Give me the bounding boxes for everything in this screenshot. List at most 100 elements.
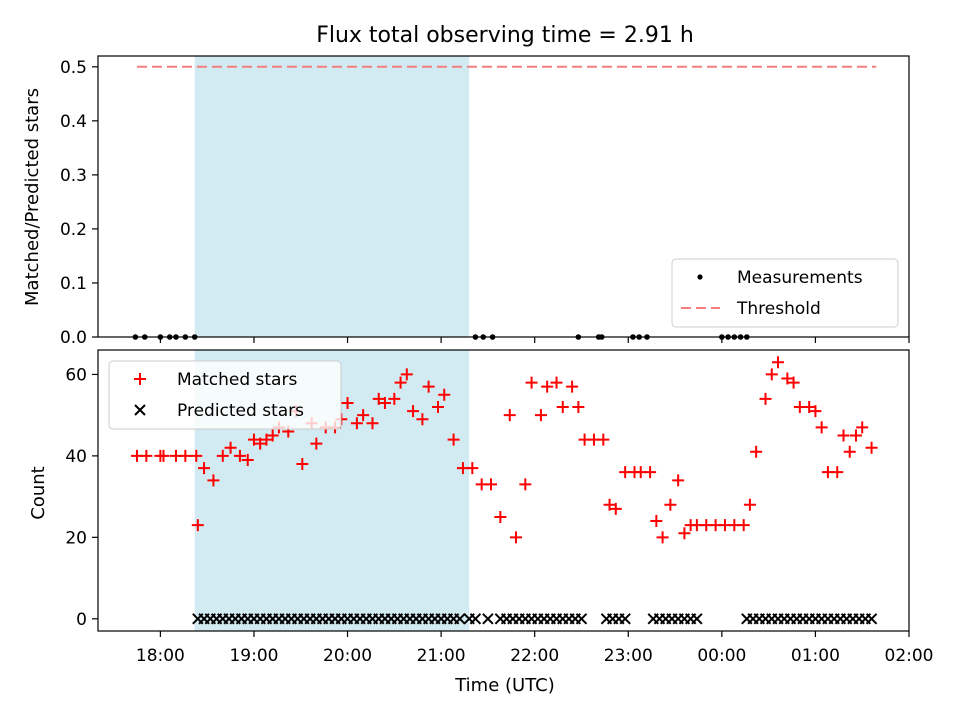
- legend-measurements: Measurements: [737, 268, 863, 288]
- top-y-axis: 0.0 0.1 0.2 0.3 0.4 0.5: [60, 58, 98, 348]
- matched-star-marker: [759, 392, 772, 405]
- bottom-legend-box: [108, 360, 342, 430]
- matched-star-marker: [534, 409, 547, 422]
- matched-star-marker: [179, 449, 192, 462]
- matched-star-marker: [787, 376, 800, 389]
- top-y-tick-label: 0.4: [60, 112, 87, 132]
- predicted-star-marker: [865, 613, 878, 625]
- measurements-legend-marker: [697, 274, 703, 280]
- matched-star-marker: [737, 519, 750, 532]
- matched-star-marker: [743, 498, 756, 511]
- matched-star-marker: [765, 368, 778, 381]
- matched-star-marker: [572, 401, 585, 414]
- predicted-stars-legend-marker: [134, 404, 146, 416]
- matched-star-marker: [809, 405, 822, 418]
- legend-threshold: Threshold: [736, 299, 821, 319]
- matched-star-marker: [447, 433, 460, 446]
- top-panel: Flux total observing time = 2.91 h Match…: [22, 23, 910, 348]
- top-y-tick-label: 0.0: [60, 328, 87, 348]
- predicted-star-marker: [469, 613, 482, 625]
- matched-star-marker: [216, 449, 229, 462]
- matched-star-marker: [388, 392, 401, 405]
- matched-stars-legend-marker: [134, 373, 146, 385]
- matched-star-marker: [207, 474, 220, 487]
- bottom-panel: Count Time (UTC) 0 20 40 60 18:00 19:00 20:00…: [28, 349, 934, 696]
- predicted-star-marker: [482, 613, 494, 625]
- matched-star-marker: [771, 356, 784, 369]
- matched-star-marker: [233, 449, 246, 462]
- matched-star-marker: [831, 466, 844, 479]
- matched-star-marker: [849, 429, 862, 442]
- x-tick-label: 01:00: [791, 646, 840, 666]
- top-plot-frame: [97, 55, 910, 338]
- matched-star-marker: [644, 466, 657, 479]
- matched-star-marker: [541, 380, 554, 393]
- bottom-y-tick-label: 0: [76, 610, 87, 630]
- bottom-y-tick-label: 60: [65, 365, 87, 385]
- matched-star-marker: [357, 409, 370, 422]
- matched-star-marker: [266, 429, 279, 442]
- matched-star-marker: [407, 405, 420, 418]
- bottom-legend: Matched stars Predicted stars: [108, 360, 342, 430]
- predicted-star-marker: [575, 613, 588, 625]
- matched-star-marker: [566, 380, 579, 393]
- bottom-y-tick-label: 40: [65, 447, 87, 467]
- matched-star-marker: [856, 421, 869, 434]
- top-legend: Measurements Threshold: [671, 258, 899, 328]
- matched-star-marker: [503, 409, 516, 422]
- matched-star-marker: [603, 498, 616, 511]
- x-axis-label: Time (UTC): [454, 675, 555, 696]
- legend-predicted-stars: Predicted stars: [177, 401, 304, 421]
- matched-star-marker: [550, 376, 563, 389]
- matched-star-marker: [341, 396, 354, 409]
- matched-star-marker: [494, 510, 507, 523]
- matched-star-marker: [254, 437, 267, 450]
- matched-star-marker: [656, 531, 669, 544]
- x-tick-label: 22:00: [510, 646, 559, 666]
- matched-star-marker: [556, 401, 569, 414]
- matched-star-marker: [372, 392, 385, 405]
- matched-star-marker: [224, 441, 237, 454]
- matched-star-marker: [394, 376, 407, 389]
- matched-star-marker: [260, 433, 273, 446]
- x-tick-label: 19:00: [229, 646, 278, 666]
- top-y-tick-label: 0.3: [60, 166, 87, 186]
- matched-star-marker: [837, 429, 850, 442]
- matched-star-marker: [366, 417, 379, 430]
- matched-star-marker: [190, 449, 203, 462]
- bottom-plot-frame: [97, 349, 910, 632]
- x-tick-label: 18:00: [136, 646, 185, 666]
- matched-star-marker: [400, 368, 413, 381]
- top-y-axis-label: Matched/Predicted stars: [22, 88, 43, 306]
- chart-title: Flux total observing time = 2.91 h: [316, 23, 694, 48]
- matched-star-marker: [843, 445, 856, 458]
- bottom-y-tick-label: 20: [65, 528, 87, 548]
- matched-star-marker: [241, 453, 254, 466]
- observing-interval-shade-top: [194, 56, 470, 337]
- matched-star-marker: [466, 462, 479, 475]
- top-y-tick-label: 0.1: [60, 274, 87, 294]
- bottom-x-axis: 18:00 19:00 20:00 21:00 22:00 23:00 00:00 01:00…: [136, 631, 934, 666]
- matched-star-marker: [609, 502, 622, 515]
- matched-star-marker: [525, 376, 538, 389]
- top-y-tick-label: 0.2: [60, 220, 87, 240]
- matched-star-marker: [750, 445, 763, 458]
- x-tick-label: 23:00: [604, 646, 653, 666]
- matched-star-marker: [350, 417, 363, 430]
- predicted-stars-points: [192, 613, 878, 625]
- bottom-y-axis-label: Count: [28, 466, 49, 519]
- matched-star-marker: [157, 449, 170, 462]
- matched-star-marker: [509, 531, 522, 544]
- matched-star-marker: [422, 380, 435, 393]
- matched-star-marker: [198, 462, 211, 475]
- matched-star-marker: [678, 527, 691, 540]
- matched-star-marker: [140, 449, 153, 462]
- predicted-star-marker: [691, 613, 703, 625]
- matched-star-marker: [650, 515, 663, 528]
- x-tick-label: 02:00: [885, 646, 934, 666]
- predicted-star-marker: [619, 613, 631, 625]
- x-tick-label: 00:00: [697, 646, 746, 666]
- matched-star-marker: [664, 498, 677, 511]
- top-x-axis-ticks: [159, 337, 910, 343]
- x-tick-label: 20:00: [323, 646, 372, 666]
